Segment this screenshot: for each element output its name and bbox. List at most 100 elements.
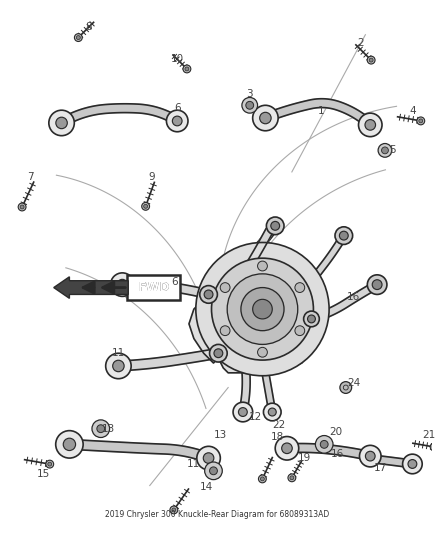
Circle shape <box>360 446 381 467</box>
Polygon shape <box>264 99 373 128</box>
Circle shape <box>63 438 76 450</box>
Circle shape <box>258 261 267 271</box>
Circle shape <box>335 227 353 245</box>
Circle shape <box>220 326 230 336</box>
Text: 12: 12 <box>249 412 262 422</box>
Text: 11: 11 <box>187 459 201 469</box>
Circle shape <box>295 326 305 336</box>
Circle shape <box>275 437 299 460</box>
Circle shape <box>212 258 314 360</box>
Text: 2: 2 <box>357 38 364 47</box>
Circle shape <box>288 474 296 482</box>
Circle shape <box>417 117 425 125</box>
Polygon shape <box>230 224 279 286</box>
Circle shape <box>260 112 271 124</box>
Circle shape <box>258 475 266 483</box>
Circle shape <box>170 506 178 514</box>
Text: 8: 8 <box>86 22 92 32</box>
Circle shape <box>48 462 52 466</box>
Circle shape <box>209 344 227 362</box>
Circle shape <box>315 435 333 453</box>
Text: 6: 6 <box>174 103 180 113</box>
Circle shape <box>166 110 188 132</box>
Circle shape <box>117 279 127 290</box>
Circle shape <box>183 65 191 73</box>
Polygon shape <box>60 104 180 127</box>
Circle shape <box>307 315 315 323</box>
Polygon shape <box>287 443 371 461</box>
Text: 22: 22 <box>272 420 286 430</box>
Circle shape <box>204 290 213 299</box>
Text: 11: 11 <box>112 348 125 358</box>
Circle shape <box>320 440 328 448</box>
Circle shape <box>246 101 254 109</box>
Text: 4: 4 <box>409 106 416 116</box>
Circle shape <box>241 288 284 330</box>
Circle shape <box>258 348 267 357</box>
Text: 7: 7 <box>27 172 34 182</box>
Text: 21: 21 <box>422 430 436 440</box>
FancyBboxPatch shape <box>127 275 180 300</box>
Circle shape <box>261 477 264 481</box>
Text: 16: 16 <box>331 449 345 459</box>
Circle shape <box>242 98 258 113</box>
Circle shape <box>432 445 436 449</box>
Circle shape <box>203 453 214 463</box>
Circle shape <box>74 34 82 42</box>
Polygon shape <box>246 229 273 267</box>
Circle shape <box>378 143 392 157</box>
Polygon shape <box>311 281 379 322</box>
Circle shape <box>142 203 149 210</box>
Circle shape <box>238 408 247 416</box>
Text: 15: 15 <box>37 469 50 479</box>
Circle shape <box>227 274 298 344</box>
Circle shape <box>76 36 80 39</box>
Circle shape <box>56 431 83 458</box>
Text: 24: 24 <box>347 377 360 387</box>
Text: 14: 14 <box>200 482 213 492</box>
Circle shape <box>253 300 272 319</box>
Circle shape <box>359 113 382 136</box>
Circle shape <box>197 446 220 470</box>
Polygon shape <box>262 372 276 413</box>
Circle shape <box>97 425 105 433</box>
Circle shape <box>339 231 348 240</box>
Polygon shape <box>118 349 219 371</box>
Circle shape <box>209 467 217 475</box>
Text: FWD: FWD <box>138 281 170 294</box>
Polygon shape <box>299 234 347 296</box>
Text: 3: 3 <box>247 88 253 99</box>
Circle shape <box>196 243 329 376</box>
Circle shape <box>144 204 148 208</box>
Circle shape <box>367 56 375 64</box>
Text: 19: 19 <box>298 453 311 463</box>
Text: 13: 13 <box>102 424 115 434</box>
Circle shape <box>290 476 294 480</box>
Text: 18: 18 <box>271 432 284 441</box>
Circle shape <box>173 116 182 126</box>
Circle shape <box>92 420 110 438</box>
Circle shape <box>408 459 417 469</box>
Text: 10: 10 <box>171 54 184 64</box>
Circle shape <box>56 117 67 128</box>
Circle shape <box>185 67 189 71</box>
Circle shape <box>430 443 438 451</box>
Circle shape <box>20 205 24 209</box>
Circle shape <box>304 311 319 327</box>
Circle shape <box>220 282 230 293</box>
Circle shape <box>340 382 352 393</box>
Circle shape <box>172 508 176 512</box>
Circle shape <box>271 221 279 230</box>
Text: 1: 1 <box>318 106 325 116</box>
Circle shape <box>214 349 223 358</box>
Circle shape <box>403 454 422 474</box>
Polygon shape <box>189 285 316 373</box>
Text: 6: 6 <box>171 277 177 287</box>
Circle shape <box>106 353 131 379</box>
Text: 9: 9 <box>148 172 155 182</box>
Circle shape <box>372 280 382 289</box>
Text: FWD: FWD <box>138 281 170 294</box>
Circle shape <box>367 275 387 294</box>
Circle shape <box>110 273 134 296</box>
Text: 20: 20 <box>329 426 343 437</box>
